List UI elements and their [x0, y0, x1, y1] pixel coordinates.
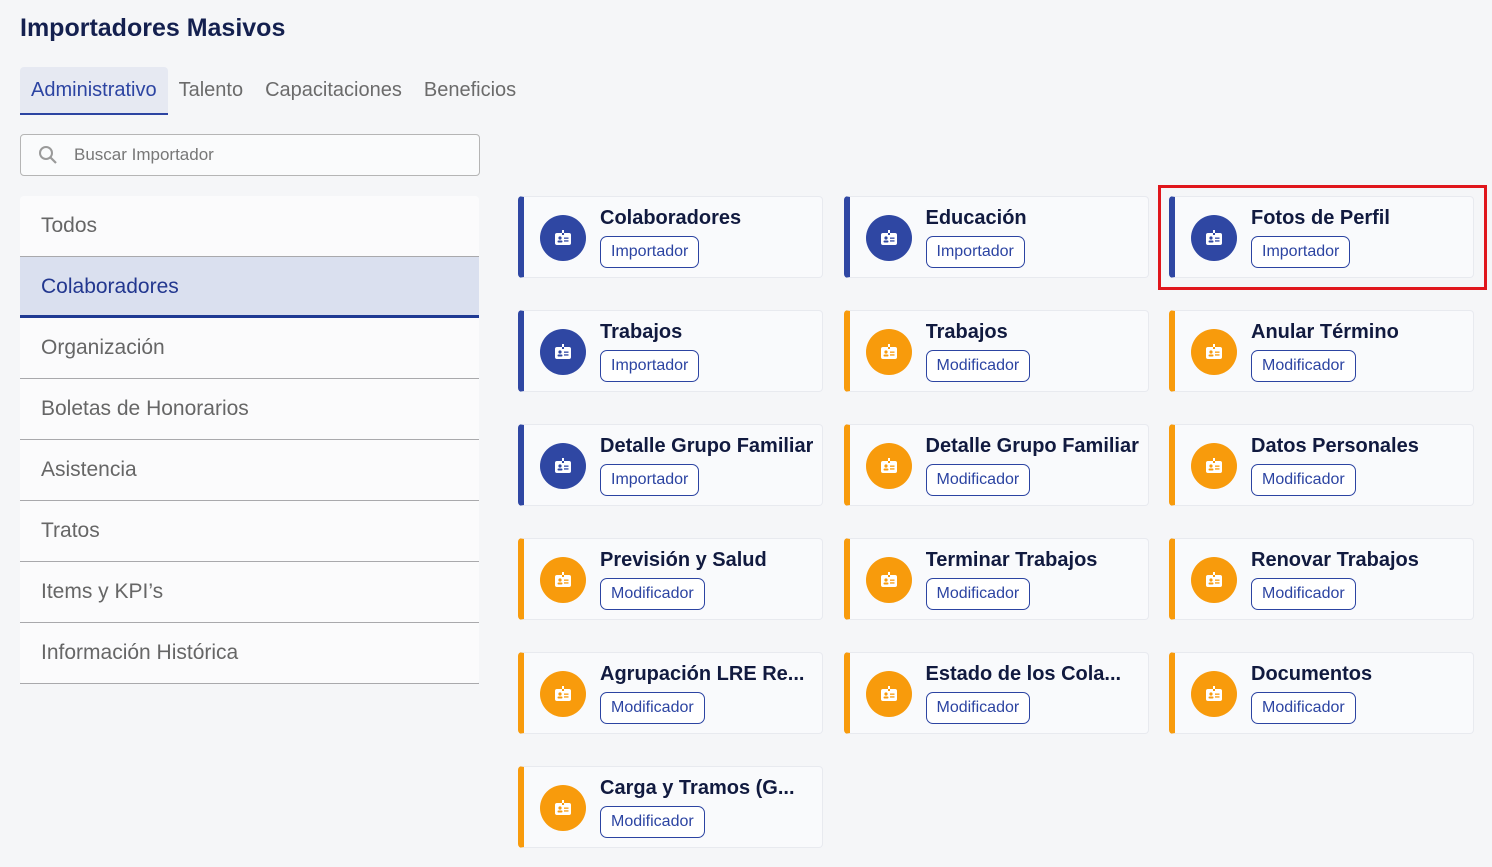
- card-title: Detalle Grupo Familiar: [600, 435, 814, 457]
- card-icon: [865, 215, 912, 261]
- importer-card[interactable]: Educación Importador: [843, 196, 1149, 278]
- id-badge-icon: [555, 800, 571, 815]
- importer-card[interactable]: Detalle Grupo Familiar Importador: [518, 424, 823, 506]
- importer-card[interactable]: Estado de los Cola... Modificador: [843, 652, 1149, 734]
- card-badge: Modificador: [1251, 350, 1356, 382]
- card-badge: Modificador: [925, 692, 1031, 724]
- card-icon: [865, 557, 912, 603]
- card-badge: Modificador: [925, 464, 1031, 496]
- id-badge-icon: [1206, 458, 1222, 473]
- sidebar-item[interactable]: Todos: [20, 196, 479, 257]
- id-badge-icon: [880, 686, 897, 701]
- card-title: Anular Término: [1251, 321, 1399, 343]
- id-badge-icon: [880, 572, 897, 587]
- card-badge: Modificador: [1251, 578, 1356, 610]
- card-title: Agrupación LRE Re...: [600, 663, 805, 685]
- importer-card[interactable]: Trabajos Modificador: [843, 310, 1149, 392]
- sidebar-item[interactable]: Información Histórica: [20, 623, 479, 684]
- importer-card[interactable]: Terminar Trabajos Modificador: [843, 538, 1149, 620]
- sidebar-item[interactable]: Boletas de Honorarios: [20, 379, 479, 440]
- card-badge: Modificador: [925, 578, 1031, 610]
- card-badge: Modificador: [1251, 464, 1356, 496]
- sidebar-item[interactable]: Asistencia: [20, 440, 479, 501]
- id-badge-icon: [555, 458, 571, 473]
- card-title: Terminar Trabajos: [925, 549, 1098, 571]
- importer-card[interactable]: Previsión y Salud Modificador: [518, 538, 823, 620]
- card-title: Documentos: [1251, 663, 1373, 685]
- card-title: Datos Personales: [1251, 435, 1419, 457]
- sidebar-item[interactable]: Tratos: [20, 501, 479, 562]
- importer-card[interactable]: Carga y Tramos (G... Modificador: [518, 766, 823, 848]
- card-badge: Modificador: [600, 806, 705, 838]
- id-badge-icon: [1206, 572, 1222, 587]
- importer-card[interactable]: Renovar Trabajos Modificador: [1169, 538, 1474, 620]
- importer-card[interactable]: Anular Término Modificador: [1169, 310, 1474, 392]
- card-icon: [1191, 557, 1237, 603]
- importer-card[interactable]: Agrupación LRE Re... Modificador: [518, 652, 823, 734]
- card-title: Estado de los Cola...: [925, 663, 1122, 685]
- importer-card[interactable]: Datos Personales Modificador: [1169, 424, 1474, 506]
- card-badge: Modificador: [1251, 692, 1356, 724]
- id-badge-icon: [555, 230, 571, 245]
- id-badge-icon: [1206, 230, 1222, 245]
- card-title: Previsión y Salud: [600, 549, 767, 571]
- id-badge-icon: [1206, 686, 1222, 701]
- card-badge: Modificador: [600, 692, 705, 724]
- tab-talento[interactable]: Talento: [178, 79, 244, 101]
- card-title: Educación: [925, 207, 1027, 229]
- card-icon: [540, 785, 586, 831]
- card-icon: [540, 443, 586, 489]
- sidebar: Todos Colaboradores Organización Boletas de…: [20, 196, 479, 684]
- card-badge: Modificador: [600, 578, 705, 610]
- card-badge: Modificador: [925, 350, 1031, 382]
- card-icon: [865, 329, 912, 375]
- card-icon: [1191, 671, 1237, 717]
- id-badge-icon: [1206, 344, 1222, 359]
- id-badge-icon: [880, 230, 897, 245]
- tab-bar: Administrativo Talento Capacitaciones Be…: [20, 67, 527, 115]
- card-badge: Importador: [1251, 236, 1351, 268]
- sidebar-item[interactable]: Organización: [20, 318, 479, 379]
- card-icon: [1191, 329, 1237, 375]
- tab-beneficios[interactable]: Beneficios: [423, 79, 517, 101]
- card-icon: [1191, 443, 1237, 489]
- id-badge-icon: [555, 686, 571, 701]
- card-icon: [540, 557, 586, 603]
- id-badge-icon: [555, 572, 571, 587]
- card-icon: [865, 671, 912, 717]
- card-title: Trabajos: [925, 321, 1008, 343]
- card-icon: [540, 329, 586, 375]
- card-icon: [865, 443, 912, 489]
- card-title: Carga y Tramos (G...: [600, 777, 795, 799]
- tab-administrativo[interactable]: Administrativo: [20, 67, 168, 115]
- importer-card[interactable]: Fotos de Perfil Importador: [1169, 196, 1474, 278]
- card-badge: Importador: [600, 464, 700, 496]
- card-title: Detalle Grupo Familiar: [925, 435, 1139, 457]
- search-input[interactable]: [74, 145, 434, 165]
- card-title: Renovar Trabajos: [1251, 549, 1419, 571]
- card-badge: Importador: [600, 236, 700, 268]
- id-badge-icon: [880, 458, 897, 473]
- page-title: Importadores Masivos: [20, 14, 286, 42]
- card-title: Colaboradores: [600, 207, 742, 229]
- importer-card[interactable]: Trabajos Importador: [518, 310, 823, 392]
- importer-card[interactable]: Colaboradores Importador: [518, 196, 823, 278]
- highlight-box: [1158, 185, 1487, 290]
- card-badge: Importador: [925, 236, 1025, 268]
- tab-capacitaciones[interactable]: Capacitaciones: [265, 79, 402, 101]
- importer-card[interactable]: Documentos Modificador: [1169, 652, 1474, 734]
- card-badge: Importador: [600, 350, 700, 382]
- sidebar-item[interactable]: Items y KPI’s: [20, 562, 479, 623]
- search-box: [20, 134, 480, 176]
- id-badge-icon: [555, 344, 571, 359]
- card-icon: [540, 671, 586, 717]
- card-icon: [1191, 215, 1237, 261]
- id-badge-icon: [880, 344, 897, 359]
- search-icon: [39, 146, 57, 164]
- card-icon: [540, 215, 586, 261]
- sidebar-item[interactable]: Colaboradores: [20, 257, 479, 318]
- card-title: Trabajos: [600, 321, 683, 343]
- importer-card[interactable]: Detalle Grupo Familiar Modificador: [843, 424, 1149, 506]
